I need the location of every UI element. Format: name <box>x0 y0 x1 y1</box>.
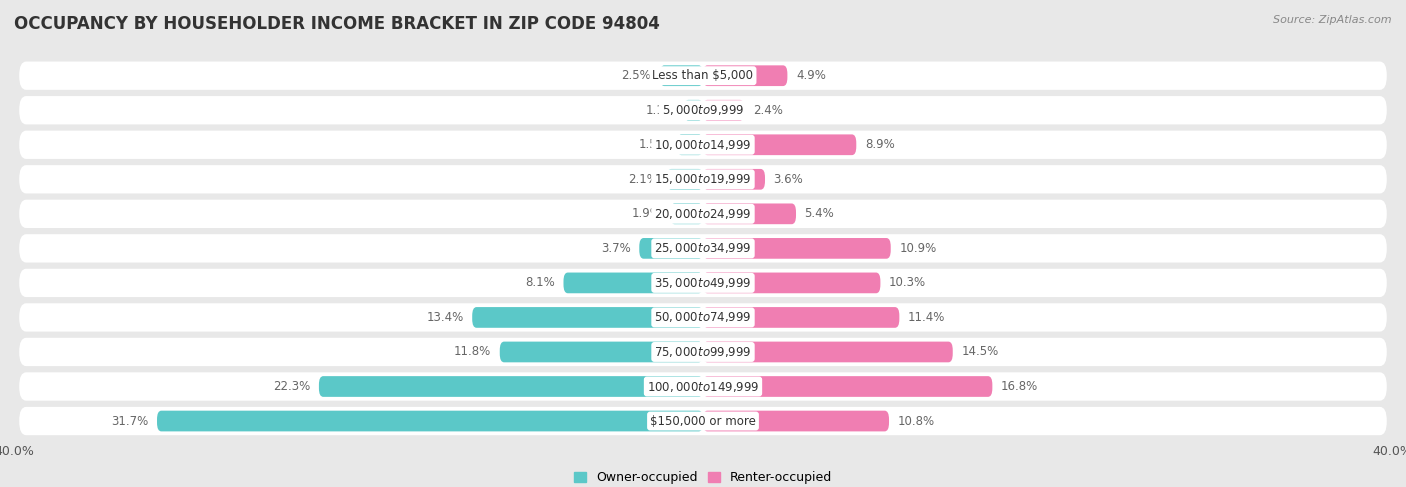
FancyBboxPatch shape <box>659 65 703 86</box>
FancyBboxPatch shape <box>472 307 703 328</box>
Text: 31.7%: 31.7% <box>111 414 149 428</box>
FancyBboxPatch shape <box>685 100 703 121</box>
FancyBboxPatch shape <box>703 307 900 328</box>
Text: 16.8%: 16.8% <box>1001 380 1038 393</box>
Text: 1.5%: 1.5% <box>638 138 669 151</box>
Text: 10.3%: 10.3% <box>889 277 927 289</box>
FancyBboxPatch shape <box>703 134 856 155</box>
FancyBboxPatch shape <box>703 65 787 86</box>
Text: 2.1%: 2.1% <box>628 173 658 186</box>
Text: 22.3%: 22.3% <box>273 380 311 393</box>
Text: 13.4%: 13.4% <box>426 311 464 324</box>
Text: 5.4%: 5.4% <box>804 207 834 220</box>
FancyBboxPatch shape <box>703 273 880 293</box>
Text: 2.4%: 2.4% <box>754 104 783 117</box>
Text: $35,000 to $49,999: $35,000 to $49,999 <box>654 276 752 290</box>
FancyBboxPatch shape <box>666 169 703 189</box>
FancyBboxPatch shape <box>703 411 889 431</box>
FancyBboxPatch shape <box>20 303 1386 332</box>
FancyBboxPatch shape <box>20 373 1386 401</box>
FancyBboxPatch shape <box>319 376 703 397</box>
FancyBboxPatch shape <box>671 204 703 224</box>
FancyBboxPatch shape <box>703 238 891 259</box>
FancyBboxPatch shape <box>20 131 1386 159</box>
FancyBboxPatch shape <box>703 341 953 362</box>
FancyBboxPatch shape <box>703 100 744 121</box>
Legend: Owner-occupied, Renter-occupied: Owner-occupied, Renter-occupied <box>568 466 838 487</box>
FancyBboxPatch shape <box>703 204 796 224</box>
Text: 3.7%: 3.7% <box>600 242 631 255</box>
FancyBboxPatch shape <box>640 238 703 259</box>
FancyBboxPatch shape <box>499 341 703 362</box>
FancyBboxPatch shape <box>20 96 1386 124</box>
Text: OCCUPANCY BY HOUSEHOLDER INCOME BRACKET IN ZIP CODE 94804: OCCUPANCY BY HOUSEHOLDER INCOME BRACKET … <box>14 15 659 33</box>
Text: Source: ZipAtlas.com: Source: ZipAtlas.com <box>1274 15 1392 25</box>
FancyBboxPatch shape <box>678 134 703 155</box>
FancyBboxPatch shape <box>703 376 993 397</box>
Text: $5,000 to $9,999: $5,000 to $9,999 <box>662 103 744 117</box>
Text: $20,000 to $24,999: $20,000 to $24,999 <box>654 207 752 221</box>
Text: 10.8%: 10.8% <box>897 414 935 428</box>
FancyBboxPatch shape <box>20 61 1386 90</box>
FancyBboxPatch shape <box>703 169 765 189</box>
Text: 8.9%: 8.9% <box>865 138 894 151</box>
FancyBboxPatch shape <box>20 338 1386 366</box>
FancyBboxPatch shape <box>20 269 1386 297</box>
Text: 11.4%: 11.4% <box>908 311 945 324</box>
Text: $150,000 or more: $150,000 or more <box>650 414 756 428</box>
Text: $25,000 to $34,999: $25,000 to $34,999 <box>654 242 752 255</box>
Text: 14.5%: 14.5% <box>962 345 998 358</box>
FancyBboxPatch shape <box>157 411 703 431</box>
Text: 4.9%: 4.9% <box>796 69 825 82</box>
FancyBboxPatch shape <box>20 200 1386 228</box>
Text: $15,000 to $19,999: $15,000 to $19,999 <box>654 172 752 187</box>
FancyBboxPatch shape <box>564 273 703 293</box>
Text: 3.6%: 3.6% <box>773 173 803 186</box>
FancyBboxPatch shape <box>20 407 1386 435</box>
Text: 11.8%: 11.8% <box>454 345 491 358</box>
Text: $100,000 to $149,999: $100,000 to $149,999 <box>647 379 759 393</box>
Text: 1.9%: 1.9% <box>631 207 662 220</box>
Text: $75,000 to $99,999: $75,000 to $99,999 <box>654 345 752 359</box>
Text: Less than $5,000: Less than $5,000 <box>652 69 754 82</box>
Text: 10.9%: 10.9% <box>900 242 936 255</box>
FancyBboxPatch shape <box>20 234 1386 262</box>
Text: 2.5%: 2.5% <box>621 69 651 82</box>
Text: $10,000 to $14,999: $10,000 to $14,999 <box>654 138 752 152</box>
Text: 1.1%: 1.1% <box>645 104 675 117</box>
Text: 8.1%: 8.1% <box>524 277 555 289</box>
FancyBboxPatch shape <box>20 165 1386 193</box>
Text: $50,000 to $74,999: $50,000 to $74,999 <box>654 310 752 324</box>
